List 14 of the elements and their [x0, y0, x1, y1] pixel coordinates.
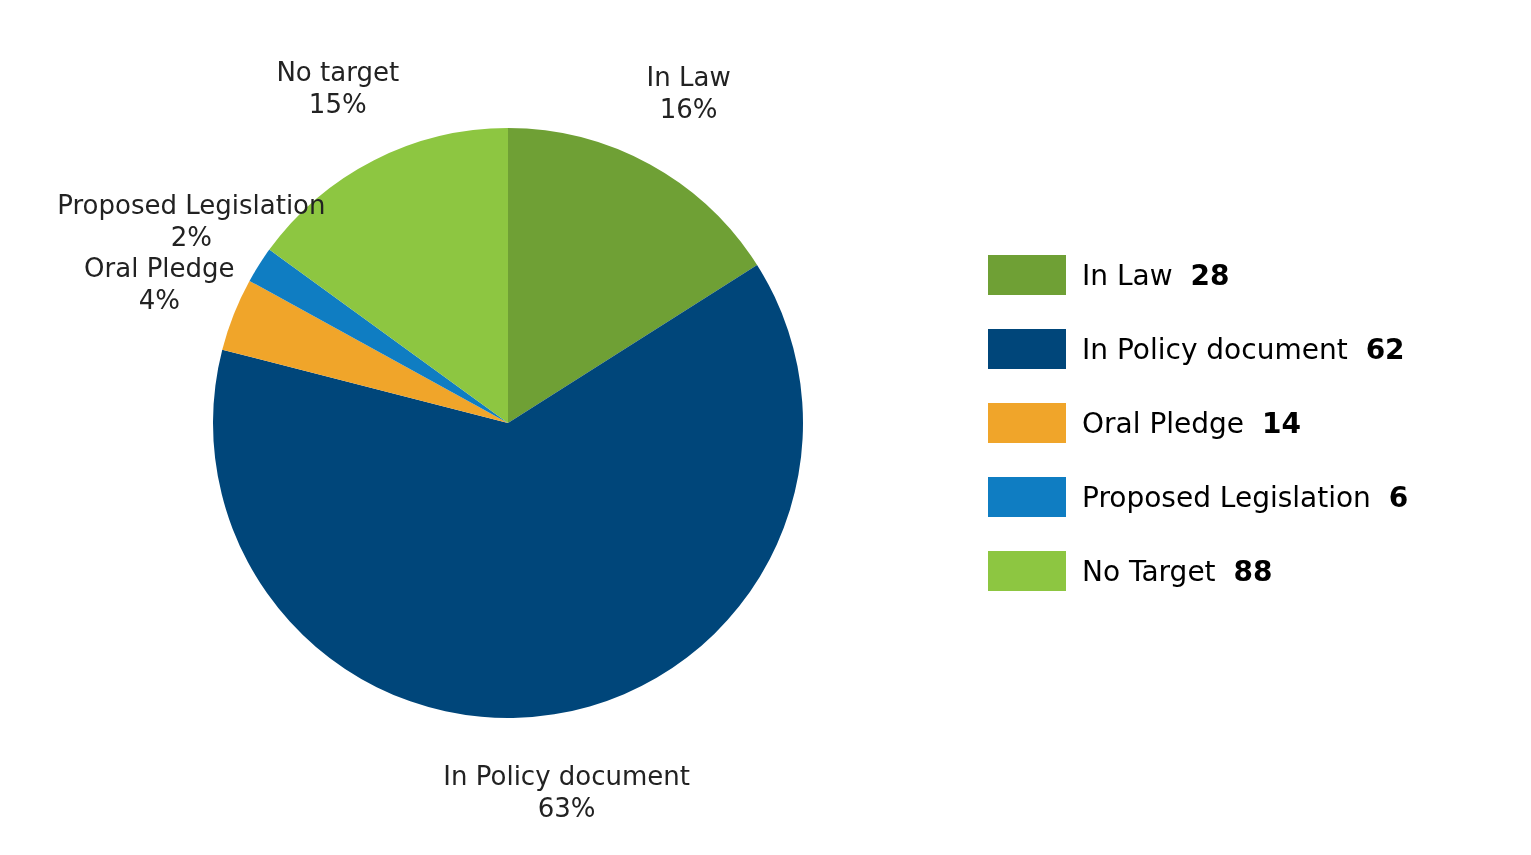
text: No Target 88 [1082, 554, 1273, 588]
data-label: 15% [308, 88, 367, 119]
slice-label: No target [276, 56, 400, 87]
data-label: 63% [537, 793, 596, 824]
data-label: 16% [659, 94, 718, 125]
slice-label: In Law [646, 62, 731, 93]
text: Proposed Legislation 6 [1082, 480, 1409, 514]
data-label: 4% [138, 284, 180, 315]
data-label: 2% [170, 221, 212, 252]
slice-label: Oral Pledge [84, 252, 235, 283]
text: In Policy document 62 [1082, 332, 1405, 366]
text: Oral Pledge 14 [1082, 406, 1302, 440]
text: In Law 28 [1082, 258, 1230, 292]
slice-label: In Policy document [443, 761, 690, 792]
